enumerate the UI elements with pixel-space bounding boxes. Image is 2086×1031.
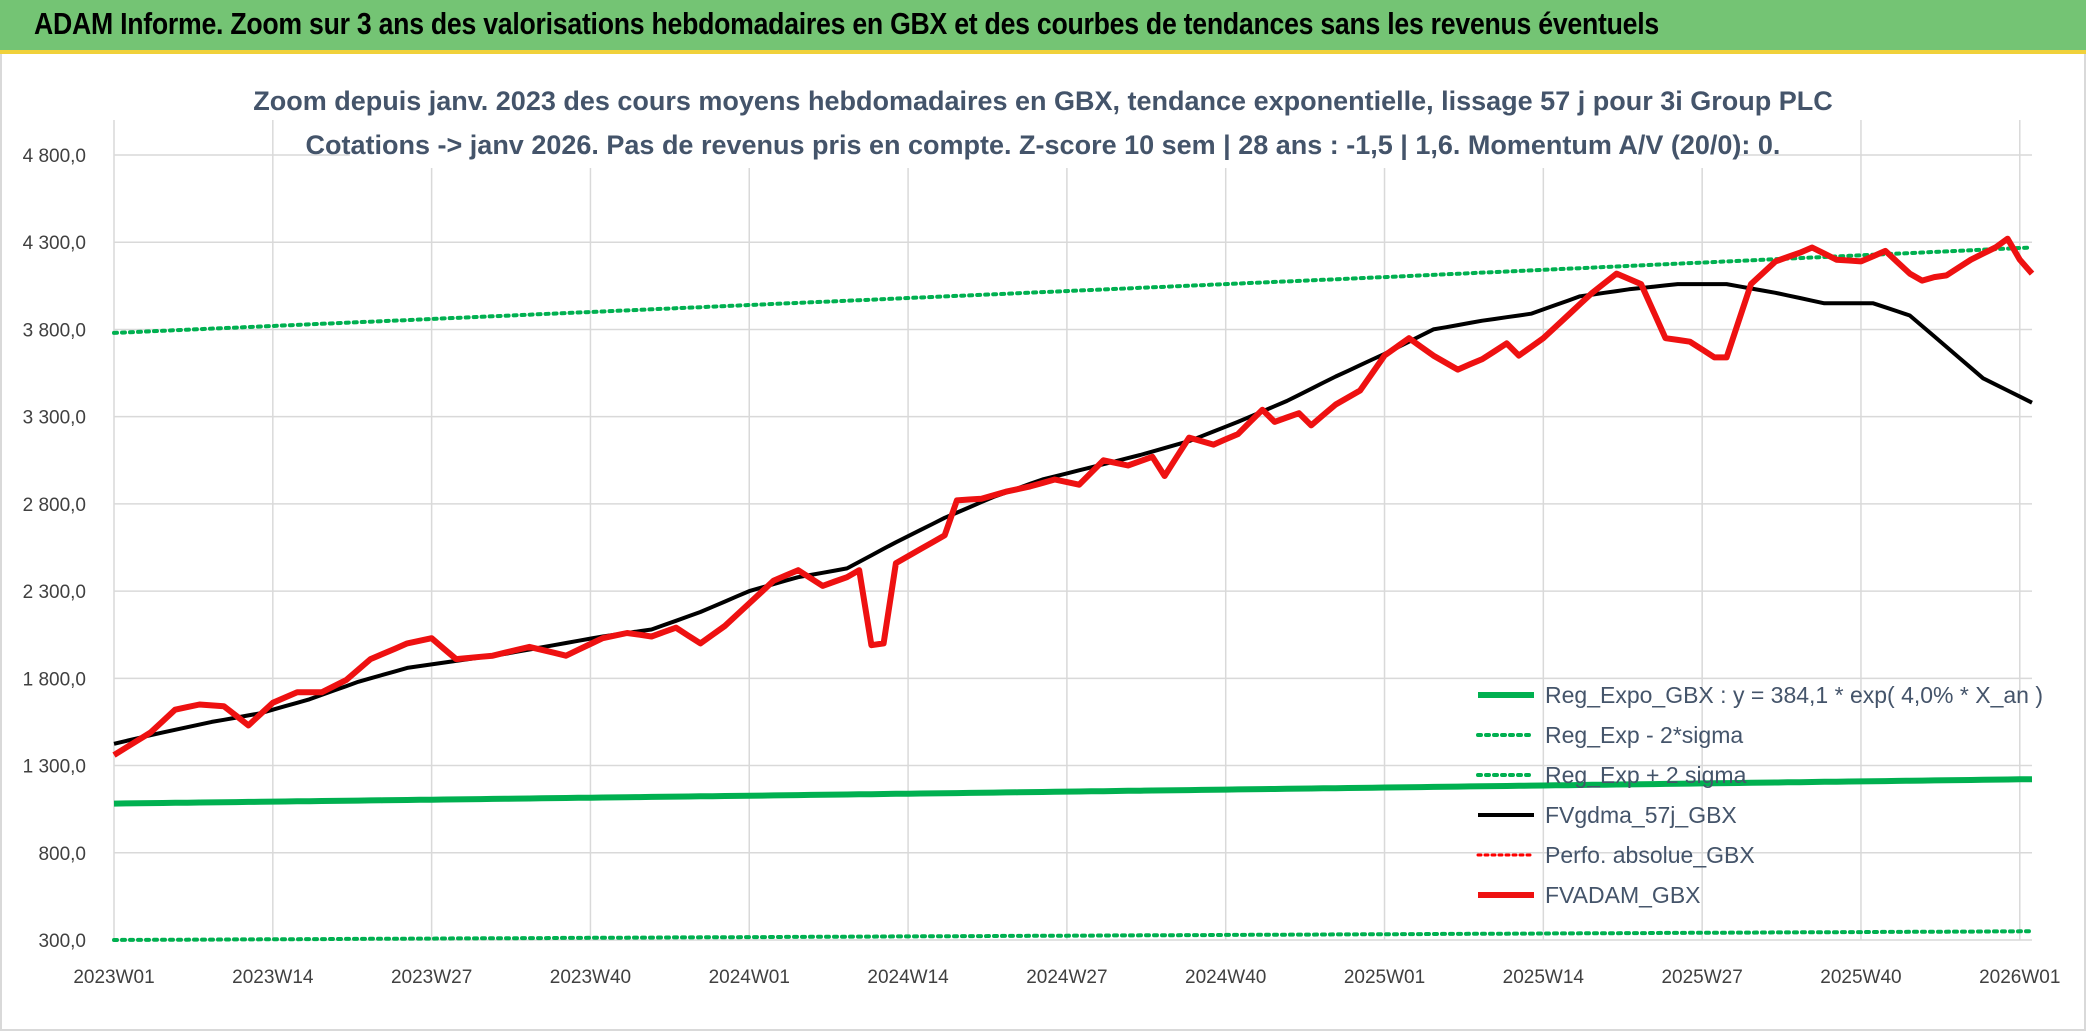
x-tick-label: 2025W14 — [1503, 967, 1585, 988]
x-tick-label: 2023W40 — [550, 967, 631, 988]
chart-subtitle: Cotations -> janv 2026. Pas de revenus p… — [306, 130, 1781, 160]
series-line-fvgdma — [113, 282, 2033, 746]
x-tick-label: 2025W01 — [1344, 967, 1425, 988]
report-title: ADAM Informe. Zoom sur 3 ans des valoris… — [34, 6, 1659, 41]
series-line-reg_plus — [112, 245, 2034, 335]
chart-title: Zoom depuis janv. 2023 des cours moyens … — [253, 86, 1832, 116]
title-background — [350, 80, 1736, 168]
y-tick-label: 2 800,0 — [23, 495, 86, 516]
y-tick-label: 800,0 — [38, 844, 86, 865]
x-axis-ticks: 2023W01 2023W14 2023W27 2023W40 2024W01 2024W… — [73, 967, 2060, 988]
legend-label-reg_expo: Reg_Expo_GBX : y = 384,1 * exp( 4,0% * X… — [1545, 682, 2043, 708]
legend-label-fvgdma: FVgdma_57j_GBX — [1545, 802, 1737, 828]
y-tick-label: 3 800,0 — [23, 320, 86, 341]
series-line-reg_minus — [112, 929, 2034, 942]
x-tick-label: 2023W14 — [232, 967, 314, 988]
legend-label-reg_plus: Reg_Exp + 2 sigma — [1545, 762, 1747, 788]
legend-label-reg_minus: Reg_Exp - 2*sigma — [1545, 722, 1743, 748]
x-tick-label: 2024W14 — [867, 967, 949, 988]
x-tick-label: 2023W27 — [391, 967, 472, 988]
x-tick-label: 2025W40 — [1820, 967, 1901, 988]
y-tick-label: 2 300,0 — [23, 582, 86, 603]
header-accent — [0, 0, 18, 52]
y-tick-label: 1 800,0 — [23, 669, 86, 690]
x-tick-label: 2023W01 — [73, 967, 154, 988]
x-tick-label: 2024W01 — [709, 967, 790, 988]
legend-label-perfo: Perfo. absolue_GBX — [1545, 842, 1755, 868]
legend: Reg_Expo_GBX : y = 384,1 * exp( 4,0% * X… — [1476, 682, 2043, 908]
series-lines — [112, 235, 2035, 942]
y-tick-label: 4 800,0 — [23, 146, 86, 167]
x-tick-label: 2024W40 — [1185, 967, 1266, 988]
series-line-fvadam — [112, 235, 2035, 758]
grid-lines — [113, 80, 2032, 941]
y-tick-label: 300,0 — [38, 931, 86, 952]
y-axis-ticks: 300,0 800,0 1 300,0 1 800,0 2 300,0 2 800,0 3 … — [23, 146, 86, 952]
report-header-bar — [0, 0, 2086, 52]
header-underline — [0, 50, 2086, 54]
y-tick-label: 3 300,0 — [23, 408, 86, 429]
y-tick-label: 1 300,0 — [23, 757, 86, 778]
y-tick-label: 4 300,0 — [23, 233, 86, 254]
x-tick-label: 2026W01 — [1979, 967, 2060, 988]
legend-label-fvadam: FVADAM_GBX — [1545, 882, 1701, 908]
series-line-reg_expo — [113, 776, 2033, 807]
x-tick-label: 2024W27 — [1026, 967, 1107, 988]
x-tick-label: 2025W27 — [1661, 967, 1742, 988]
